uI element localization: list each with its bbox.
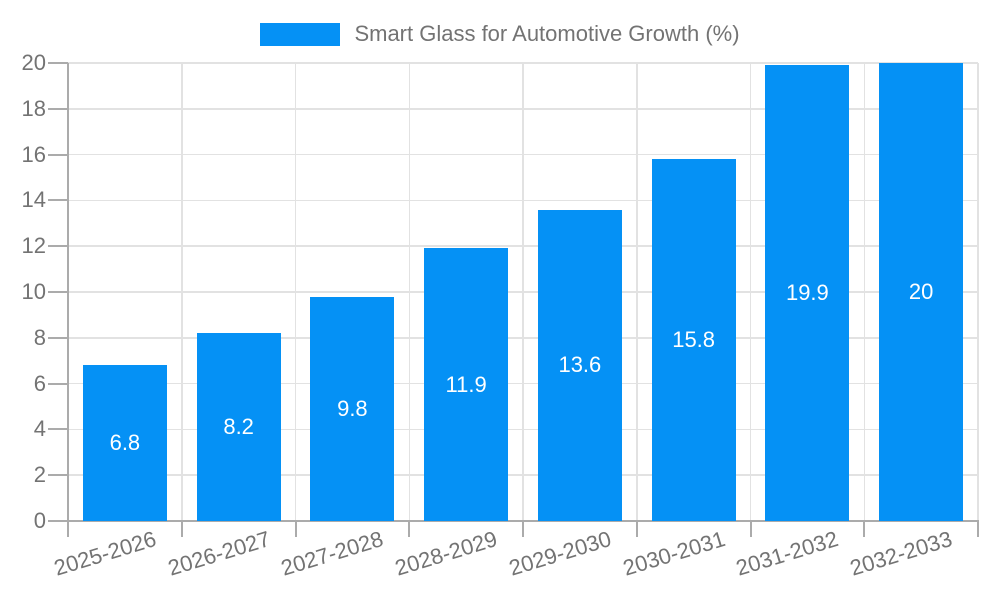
y-axis-line xyxy=(67,63,69,521)
legend[interactable]: Smart Glass for Automotive Growth (%) xyxy=(0,20,1000,48)
x-gridline xyxy=(408,63,410,521)
y-tick xyxy=(48,153,68,156)
y-tick xyxy=(48,336,68,339)
bar[interactable]: 13.6 xyxy=(537,209,622,521)
x-gridline xyxy=(181,63,183,521)
x-tick xyxy=(977,521,979,537)
legend-label: Smart Glass for Automotive Growth (%) xyxy=(354,21,740,46)
bar[interactable]: 20 xyxy=(879,63,964,521)
x-tick xyxy=(522,521,524,537)
y-tick-label: 14 xyxy=(21,187,46,213)
bar-value-label: 6.8 xyxy=(109,430,141,456)
bar-value-label: 15.8 xyxy=(672,327,716,353)
x-tick xyxy=(635,521,638,537)
y-tick xyxy=(48,428,68,431)
y-tick-label: 20 xyxy=(21,50,46,75)
y-tick xyxy=(48,245,68,248)
x-gridline xyxy=(863,63,865,521)
bar-value-label: 20 xyxy=(908,279,934,304)
bar-value-label: 8.2 xyxy=(223,414,254,440)
x-gridline xyxy=(522,63,524,521)
y-tick xyxy=(48,474,68,477)
y-tick-label: 8 xyxy=(33,324,46,350)
y-tick xyxy=(48,291,68,293)
y-tick-label: 16 xyxy=(21,141,46,167)
bar[interactable]: 15.8 xyxy=(651,159,736,521)
y-tick-label: 6 xyxy=(33,370,46,396)
y-tick-label: 4 xyxy=(33,416,46,442)
y-tick-label: 12 xyxy=(21,233,46,259)
x-tick xyxy=(408,521,411,537)
y-tick xyxy=(48,62,68,64)
bar[interactable]: 11.9 xyxy=(424,248,509,521)
x-gridline xyxy=(636,63,638,521)
x-gridline xyxy=(977,63,979,521)
y-tick-label: 0 xyxy=(33,508,46,533)
bar-value-label: 11.9 xyxy=(445,371,487,397)
y-tick-label: 18 xyxy=(21,95,46,121)
x-tick xyxy=(294,521,297,537)
y-tick xyxy=(48,199,68,202)
bar[interactable]: 8.2 xyxy=(196,333,281,521)
y-tick xyxy=(48,520,68,522)
y-tick-label: 10 xyxy=(21,279,46,304)
bar-value-label: 19.9 xyxy=(785,280,829,306)
bar[interactable]: 19.9 xyxy=(765,65,850,521)
bar[interactable]: 9.8 xyxy=(310,296,395,521)
bar[interactable]: 6.8 xyxy=(82,365,167,521)
x-gridline xyxy=(749,63,752,521)
x-gridline xyxy=(294,63,297,521)
x-tick xyxy=(749,521,752,537)
y-tick-label: 2 xyxy=(33,462,46,488)
bar-value-label: 9.8 xyxy=(337,395,368,421)
bar-value-label: 13.6 xyxy=(558,352,602,378)
x-tick xyxy=(67,521,69,537)
y-tick xyxy=(48,382,68,385)
x-tick xyxy=(863,521,866,537)
legend-swatch xyxy=(260,22,341,46)
y-tick xyxy=(48,107,68,110)
x-tick xyxy=(180,521,183,537)
